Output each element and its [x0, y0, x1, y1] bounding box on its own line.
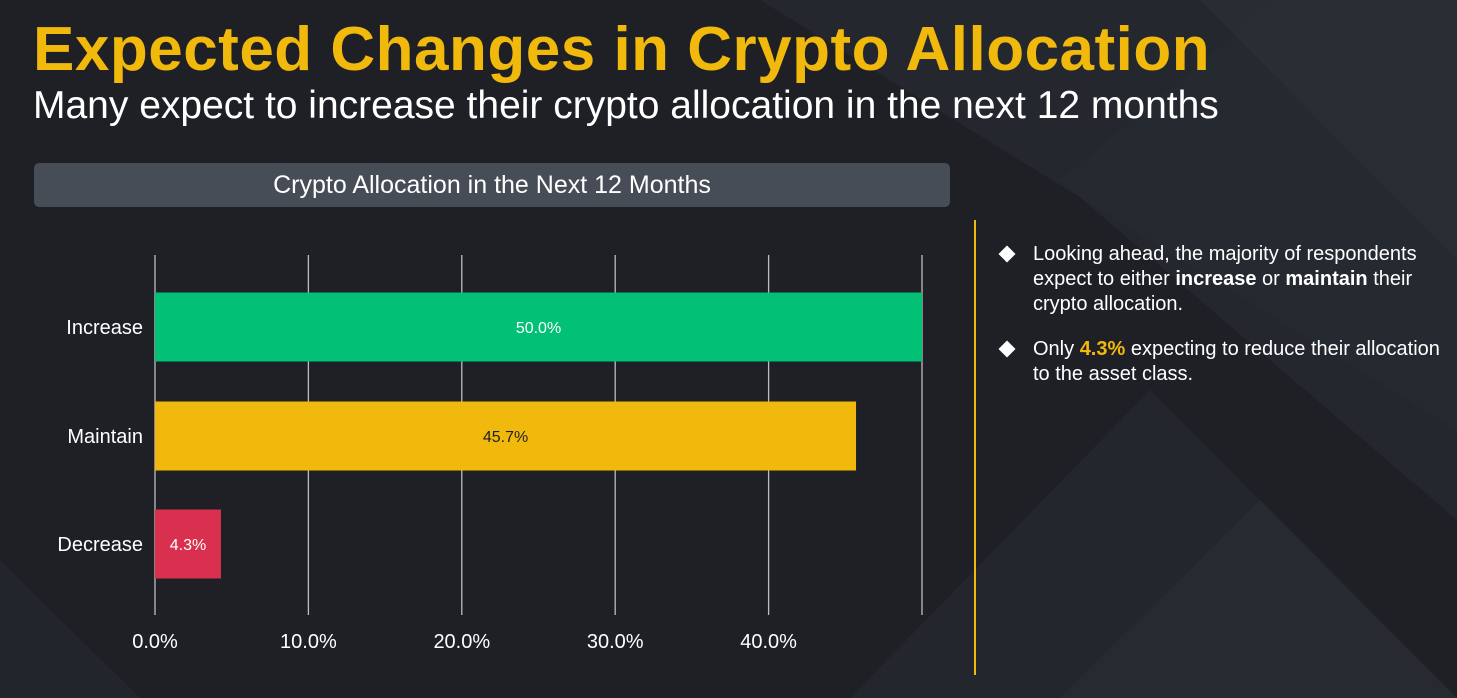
bullet-text-part: Only	[1033, 338, 1080, 360]
bullet-text-part: their crypto allocation.	[1033, 268, 1413, 315]
x-tick-label: 30.0%	[587, 631, 644, 653]
bullet-highlight: maintain	[1285, 268, 1368, 290]
category-label: Decrease	[57, 534, 143, 556]
bullet-highlight: increase	[1175, 268, 1257, 290]
bullet-text: Looking ahead, the majority of responden…	[1033, 242, 1448, 317]
bullet-text: Only 4.3% expecting to reduce their allo…	[1033, 337, 1448, 387]
bullet-highlight: 4.3%	[1079, 338, 1126, 360]
x-tick-label: 40.0%	[740, 631, 797, 653]
category-label: Increase	[66, 317, 143, 339]
diamond-bullet-icon	[998, 245, 1016, 263]
bar-value-label: 45.7%	[483, 429, 528, 446]
bullet-text-part: expecting to reduce their allocation to …	[1033, 338, 1440, 385]
chart-title: Crypto Allocation in the Next 12 Months	[34, 163, 950, 207]
category-label: Maintain	[67, 426, 143, 448]
bar-value-label: 50.0%	[516, 320, 561, 337]
page-title: Expected Changes in Crypto Allocation	[33, 15, 1211, 84]
divider-line	[974, 220, 976, 675]
bar-maintain	[155, 401, 857, 471]
page-subtitle: Many expect to increase their crypto all…	[33, 84, 1219, 127]
x-tick-label: 20.0%	[433, 631, 490, 653]
x-tick-label: 10.0%	[280, 631, 337, 653]
bar-value-label: 4.3%	[170, 537, 206, 554]
x-tick-label: 0.0%	[132, 631, 178, 653]
bullet-text-part: Looking ahead, the majority of responden…	[1033, 243, 1417, 290]
bar-increase	[155, 292, 922, 362]
bullet-text-part: or	[1256, 268, 1286, 290]
bullet-list: Looking ahead, the majority of responden…	[998, 242, 1448, 407]
diamond-bullet-icon	[998, 340, 1016, 358]
bar-decrease	[155, 509, 221, 579]
bullet-item: Looking ahead, the majority of responden…	[998, 242, 1448, 317]
bullet-item: Only 4.3% expecting to reduce their allo…	[998, 337, 1448, 387]
